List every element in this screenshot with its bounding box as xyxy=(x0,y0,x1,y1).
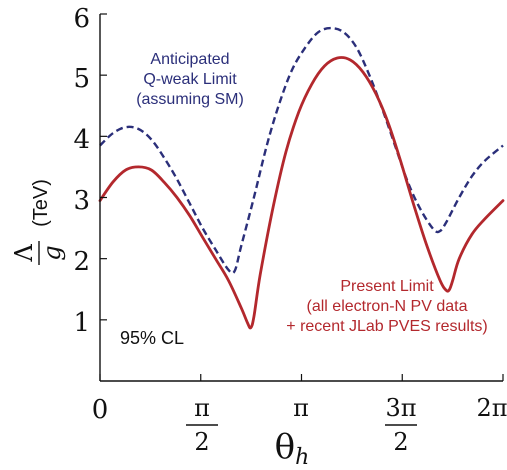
tick-marks xyxy=(99,13,504,381)
x-tick-label-2pi: 2π xyxy=(476,394,507,422)
y-tick-label: 3 xyxy=(73,186,90,216)
y-tick-label: 2 xyxy=(73,247,90,277)
y-tick-label: 4 xyxy=(73,125,90,155)
y-axis-label: Λ g (TeV) xyxy=(10,179,66,265)
series-line-anticipated xyxy=(99,26,504,275)
y-axis-label-denominator: g xyxy=(38,245,66,260)
annotation-anticipated: Anticipated Q-weak Limit (assuming SM) xyxy=(136,51,244,108)
y-axis-label-unit: (TeV) xyxy=(30,179,52,227)
x-axis-label-subscript: h xyxy=(295,445,309,470)
annotation-line: (all electron-N PV data xyxy=(307,298,468,315)
y-tick-label: 6 xyxy=(73,4,90,34)
y-tick-labels: 1 2 3 4 5 6 xyxy=(73,4,90,338)
x-tick-label-0: 0 xyxy=(92,395,109,425)
annotation-line: Q-weak Limit xyxy=(143,71,237,88)
series-line-present xyxy=(98,56,505,330)
x-tick-labels: 0 π 2 π 3π 2 2π xyxy=(92,394,507,456)
x-axis-label-symbol: θ xyxy=(275,427,295,467)
confidence-level-label: 95% CL xyxy=(120,328,184,348)
x-tick-label-3pi-over-2-numerator: 3π xyxy=(385,394,416,422)
annotation-line: Anticipated xyxy=(150,51,229,68)
x-tick-label-pi-over-2-denominator: 2 xyxy=(194,428,209,456)
y-axis-label-numerator: Λ xyxy=(10,244,38,263)
annotation-line: + recent JLab PVES results) xyxy=(286,318,487,335)
annotation-present: Present Limit (all electron-N PV data + … xyxy=(286,278,487,335)
x-tick-label-pi: π xyxy=(293,394,309,422)
x-tick-label-3pi-over-2-denominator: 2 xyxy=(393,428,408,456)
annotation-line: Present Limit xyxy=(340,278,434,295)
x-axis-label: θh xyxy=(275,427,310,470)
y-tick-label: 1 xyxy=(73,308,90,338)
annotation-line: (assuming SM) xyxy=(136,91,244,108)
x-tick-label-pi-over-2-numerator: π xyxy=(194,394,210,422)
y-tick-label: 5 xyxy=(73,64,90,94)
series-layer xyxy=(98,26,505,330)
